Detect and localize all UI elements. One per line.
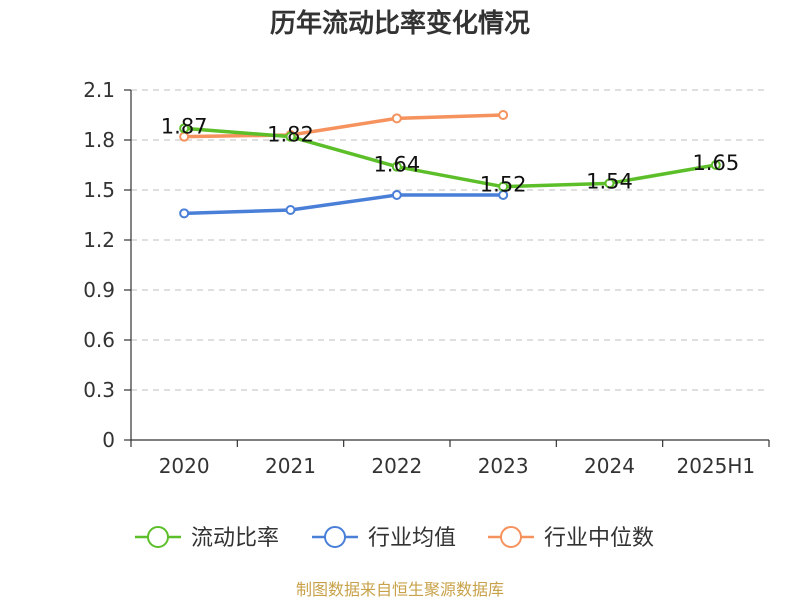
y-tick-label: 0.6 xyxy=(83,328,115,352)
series-point-0 xyxy=(710,160,721,170)
x-tick-label: 2022 xyxy=(371,454,422,478)
y-tick-label: 1.5 xyxy=(83,178,115,202)
legend-marker xyxy=(147,526,169,548)
y-tick-label: 0.9 xyxy=(83,278,115,302)
x-tick-label: 2025H1 xyxy=(676,454,755,478)
series-point-1 xyxy=(391,190,402,200)
series-point-1 xyxy=(179,208,190,219)
series-line-2 xyxy=(182,113,505,139)
series-point-0 xyxy=(285,131,296,142)
y-tick-label: 1.2 xyxy=(83,228,115,252)
data-label: 1.54 xyxy=(586,169,633,193)
series-point-0 xyxy=(391,161,402,172)
legend-item-0: 流动比率 xyxy=(135,526,279,551)
data-label: 1.52 xyxy=(480,173,527,197)
chart-title: 历年流动比率变化情况 xyxy=(270,8,530,39)
series-point-2 xyxy=(498,110,509,120)
y-tick-label: 1.8 xyxy=(83,128,115,152)
y-tick-label: 2.1 xyxy=(83,78,115,102)
data-label: 1.87 xyxy=(161,114,208,138)
series-line-1 xyxy=(182,193,505,216)
legend-label: 行业中位数 xyxy=(544,526,654,551)
legend-item-1: 行业均值 xyxy=(312,526,456,551)
x-tick-label: 2021 xyxy=(265,454,316,478)
series-point-0 xyxy=(179,123,190,134)
data-label: 1.65 xyxy=(692,151,739,175)
x-tick-label: 2023 xyxy=(478,454,529,478)
legend-item-2: 行业中位数 xyxy=(488,526,654,551)
legend-label: 行业均值 xyxy=(368,526,456,551)
legend-label: 流动比率 xyxy=(191,526,279,551)
series-point-1 xyxy=(285,205,296,215)
series-point-0 xyxy=(498,181,509,192)
legend-marker xyxy=(500,526,522,548)
data-label: 1.64 xyxy=(373,153,420,177)
series-point-0 xyxy=(604,178,615,189)
x-tick-label: 2020 xyxy=(159,454,210,478)
data-label: 1.82 xyxy=(267,123,314,147)
source-note: 制图数据来自恒生聚源数据库 xyxy=(296,580,504,599)
y-tick-label: 0 xyxy=(102,428,115,452)
legend-marker xyxy=(324,526,346,548)
y-tick-label: 0.3 xyxy=(83,378,115,402)
series-point-2 xyxy=(391,113,402,124)
series-line-0 xyxy=(182,126,718,189)
x-tick-label: 2024 xyxy=(584,454,635,478)
